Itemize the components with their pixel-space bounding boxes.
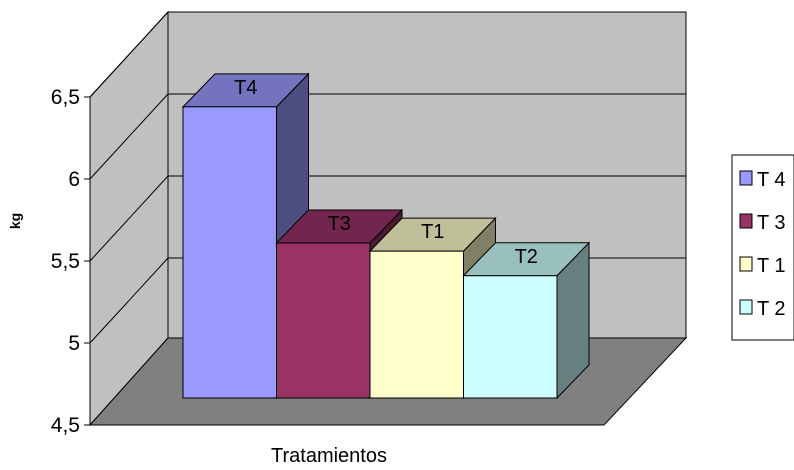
gridline-side xyxy=(89,257,169,344)
bar xyxy=(368,216,497,400)
gridline-side xyxy=(89,93,169,180)
bar-data-label: T1 xyxy=(421,221,444,243)
y-axis-ticks: 4,5 5 5,5 6 6,5 xyxy=(51,86,90,437)
legend-swatch xyxy=(739,170,753,186)
bar-front xyxy=(182,106,277,399)
y-tick-label: 5,5 xyxy=(51,250,80,273)
gridline-side xyxy=(89,11,169,98)
y-tick-label: 4,5 xyxy=(51,414,80,437)
bar xyxy=(462,241,591,400)
bar-front xyxy=(276,242,371,399)
bar-data-label: T4 xyxy=(234,77,257,99)
legend-label: T 4 xyxy=(757,169,786,191)
legend-swatch xyxy=(739,256,753,272)
gridline-side xyxy=(89,175,169,262)
bars xyxy=(181,72,591,400)
y-axis-title: kg xyxy=(7,213,23,229)
bar-data-label: T3 xyxy=(328,213,351,235)
y-tick-label: 6 xyxy=(68,168,80,191)
bar-labels: T4 T3 T1 T2 xyxy=(234,77,538,268)
legend-label: T 1 xyxy=(757,255,786,277)
x-axis-title: Tratamientos xyxy=(271,445,387,467)
legend-swatch xyxy=(739,213,753,229)
legend-label: T 2 xyxy=(757,298,786,320)
legend: T 4 T 3 T 1 T 2 xyxy=(739,169,786,320)
bar-front xyxy=(463,275,558,399)
y-tick-label: 6,5 xyxy=(51,86,80,109)
legend-label: T 3 xyxy=(757,212,786,234)
legend-swatch xyxy=(739,299,753,315)
y-tick-label: 5 xyxy=(68,332,80,355)
bar-front xyxy=(369,250,464,399)
bar-data-label: T2 xyxy=(515,246,538,268)
